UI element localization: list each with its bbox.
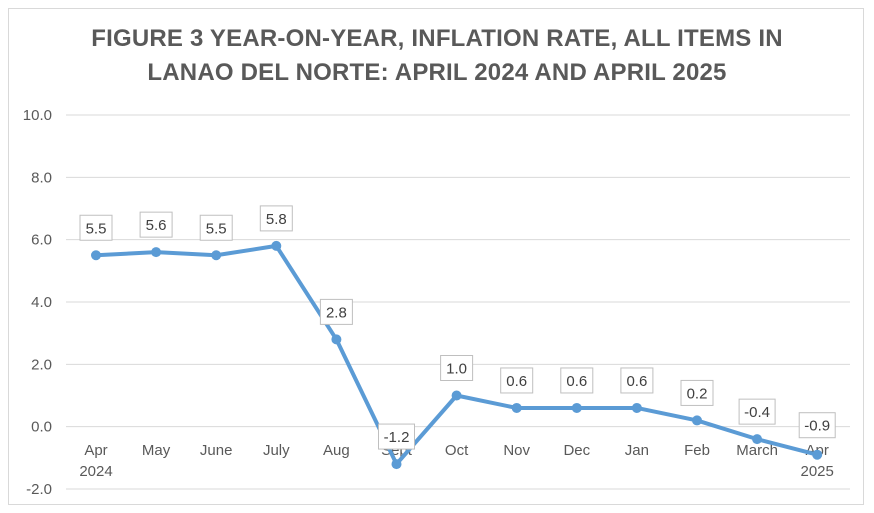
data-label-box bbox=[79, 214, 113, 241]
data-point bbox=[752, 434, 763, 445]
y-tick-label: -2.0 bbox=[26, 481, 52, 498]
data-label: 0.6 bbox=[500, 367, 534, 394]
data-label-text: 5.6 bbox=[146, 217, 167, 234]
data-label: -0.4 bbox=[738, 398, 776, 425]
data-label: 5.8 bbox=[259, 205, 293, 232]
data-point bbox=[812, 449, 823, 460]
data-point bbox=[571, 402, 582, 413]
data-point bbox=[91, 250, 101, 261]
y-tick-label: 0.0 bbox=[31, 419, 52, 436]
data-label-box bbox=[259, 205, 293, 232]
y-axis-ticks: 10.0 8.0 6.0 4.0 2.0 0.0 -2.0 bbox=[23, 107, 52, 498]
data-label: -1.2 bbox=[378, 423, 415, 450]
x-tick-label: Dec bbox=[563, 442, 590, 459]
y-tick-label: 4.0 bbox=[31, 294, 52, 311]
data-label-text: 0.6 bbox=[566, 373, 587, 390]
x-tick-label: Apr bbox=[84, 442, 107, 459]
data-label-text: 0.2 bbox=[687, 385, 708, 402]
y-tick-label: 8.0 bbox=[31, 169, 52, 186]
x-tick-label: 2025 bbox=[801, 463, 834, 480]
x-tick-label: 2024 bbox=[79, 463, 112, 480]
chart-title-line-1: FIGURE 3 YEAR-ON-YEAR, INFLATION RATE, A… bbox=[91, 25, 783, 52]
data-label-text: 5.8 bbox=[266, 211, 287, 228]
series-line bbox=[94, 243, 820, 467]
x-tick-label: Jan bbox=[625, 442, 649, 459]
data-point bbox=[151, 247, 162, 258]
data-label-text: -0.4 bbox=[744, 404, 770, 421]
data-labels: 5.5 5.6 5.5 5.8 2.8 -1.2 1.0 0.6 0.6 0.6 0.2 -0.4 -0… bbox=[79, 205, 836, 450]
data-point bbox=[692, 415, 702, 426]
data-label-text: 2.8 bbox=[326, 304, 347, 321]
data-label: 0.6 bbox=[560, 367, 594, 394]
y-tick-label: 2.0 bbox=[31, 356, 52, 373]
x-tick-label: June bbox=[200, 442, 233, 459]
data-label: 2.8 bbox=[319, 298, 353, 325]
data-label-box bbox=[738, 398, 776, 425]
data-label-text: -1.2 bbox=[384, 429, 410, 446]
data-label-text: 5.5 bbox=[86, 220, 107, 237]
data-label-box bbox=[798, 412, 836, 439]
data-label-box bbox=[139, 211, 173, 238]
data-label-box bbox=[620, 367, 654, 394]
data-point bbox=[631, 402, 642, 413]
data-point bbox=[211, 250, 222, 261]
data-label: 1.0 bbox=[440, 355, 474, 381]
data-label: 5.6 bbox=[139, 211, 173, 238]
chart-frame bbox=[8, 8, 864, 505]
data-label-text: 0.6 bbox=[506, 373, 527, 390]
data-label-box bbox=[378, 423, 415, 450]
data-label: -0.9 bbox=[798, 412, 836, 439]
data-label-text: 1.0 bbox=[446, 361, 467, 378]
data-label-box bbox=[500, 367, 534, 394]
data-point bbox=[511, 402, 522, 413]
data-label: 0.2 bbox=[680, 379, 714, 406]
x-tick-label: Feb bbox=[684, 442, 710, 459]
data-label-text: 5.5 bbox=[206, 220, 227, 237]
data-label-box bbox=[319, 298, 353, 325]
y-tick-label: 10.0 bbox=[23, 107, 52, 124]
x-tick-label: March bbox=[736, 442, 778, 459]
x-tick-label: Aug bbox=[323, 442, 350, 459]
x-tick-label: Nov bbox=[503, 442, 530, 459]
data-label: 0.6 bbox=[620, 367, 654, 394]
series bbox=[91, 240, 823, 470]
x-tick-label: July bbox=[263, 442, 290, 459]
x-tick-label: May bbox=[142, 442, 171, 459]
chart-title: FIGURE 3 YEAR-ON-YEAR, INFLATION RATE, A… bbox=[0, 22, 874, 90]
data-point bbox=[451, 390, 462, 401]
data-label-box bbox=[680, 379, 714, 406]
data-point bbox=[331, 334, 342, 345]
chart-title-line-2: LANAO DEL NORTE: APRIL 2024 AND APRIL 20… bbox=[147, 59, 727, 86]
data-label-box bbox=[440, 355, 474, 381]
data-label-box bbox=[560, 367, 594, 394]
data-point bbox=[391, 459, 402, 470]
data-point bbox=[271, 240, 282, 251]
data-label-text: -0.9 bbox=[804, 418, 830, 435]
data-label: 5.5 bbox=[199, 214, 233, 241]
x-tick-label: Oct bbox=[445, 442, 469, 459]
data-label: 5.5 bbox=[79, 214, 113, 241]
y-tick-label: 6.0 bbox=[31, 232, 52, 249]
data-label-text: 0.6 bbox=[626, 373, 647, 390]
data-label-box bbox=[199, 214, 233, 241]
